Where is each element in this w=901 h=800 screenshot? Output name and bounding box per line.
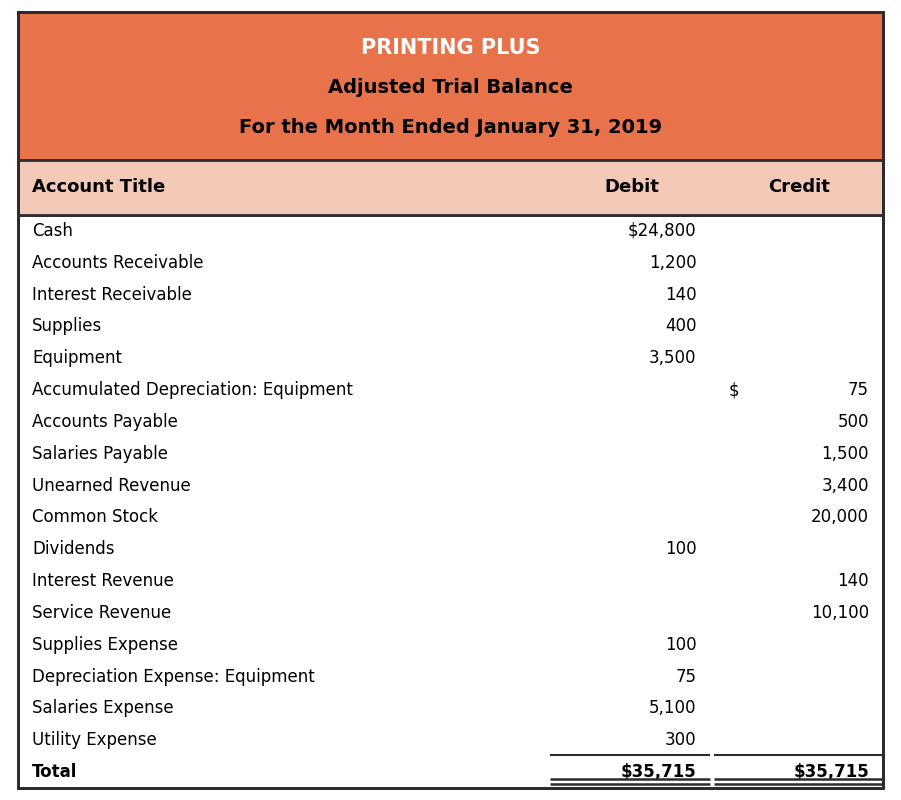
Text: Supplies: Supplies (32, 318, 102, 335)
Text: 300: 300 (665, 731, 696, 750)
Text: Unearned Revenue: Unearned Revenue (32, 477, 191, 494)
Text: Accounts Receivable: Accounts Receivable (32, 254, 204, 272)
Text: Interest Revenue: Interest Revenue (32, 572, 174, 590)
Text: 1,500: 1,500 (822, 445, 869, 462)
Text: Common Stock: Common Stock (32, 509, 158, 526)
Text: Accounts Payable: Accounts Payable (32, 413, 177, 431)
Bar (18, 215, 883, 788)
Text: 400: 400 (665, 318, 696, 335)
Text: Depreciation Expense: Equipment: Depreciation Expense: Equipment (32, 667, 314, 686)
Text: $35,715: $35,715 (793, 763, 869, 781)
Text: $24,800: $24,800 (628, 222, 696, 240)
Text: Supplies Expense: Supplies Expense (32, 636, 178, 654)
Text: Utility Expense: Utility Expense (32, 731, 157, 750)
Text: 100: 100 (665, 636, 696, 654)
Text: 75: 75 (848, 381, 869, 399)
Text: Accumulated Depreciation: Equipment: Accumulated Depreciation: Equipment (32, 381, 353, 399)
Text: $35,715: $35,715 (621, 763, 696, 781)
Text: 100: 100 (665, 540, 696, 558)
Text: Adjusted Trial Balance: Adjusted Trial Balance (328, 78, 573, 97)
Text: Account Title: Account Title (32, 178, 165, 197)
Text: 3,400: 3,400 (822, 477, 869, 494)
Text: PRINTING PLUS: PRINTING PLUS (360, 38, 541, 58)
Text: 3,500: 3,500 (649, 350, 696, 367)
Text: Debit: Debit (605, 178, 660, 197)
Text: Salaries Payable: Salaries Payable (32, 445, 168, 462)
Text: Interest Receivable: Interest Receivable (32, 286, 192, 303)
Text: For the Month Ended January 31, 2019: For the Month Ended January 31, 2019 (239, 118, 662, 137)
Text: Service Revenue: Service Revenue (32, 604, 171, 622)
Text: 75: 75 (676, 667, 696, 686)
Text: 500: 500 (838, 413, 869, 431)
Text: Cash: Cash (32, 222, 73, 240)
Text: Dividends: Dividends (32, 540, 114, 558)
Text: $: $ (728, 381, 739, 399)
Text: 10,100: 10,100 (811, 604, 869, 622)
Text: 1,200: 1,200 (649, 254, 696, 272)
Text: Salaries Expense: Salaries Expense (32, 699, 174, 718)
Text: 20,000: 20,000 (811, 509, 869, 526)
Text: Equipment: Equipment (32, 350, 122, 367)
Text: 140: 140 (665, 286, 696, 303)
Text: 140: 140 (837, 572, 869, 590)
Text: Credit: Credit (768, 178, 830, 197)
Text: 5,100: 5,100 (649, 699, 696, 718)
Bar (18, 12, 883, 160)
Text: Total: Total (32, 763, 77, 781)
Bar (18, 160, 883, 215)
